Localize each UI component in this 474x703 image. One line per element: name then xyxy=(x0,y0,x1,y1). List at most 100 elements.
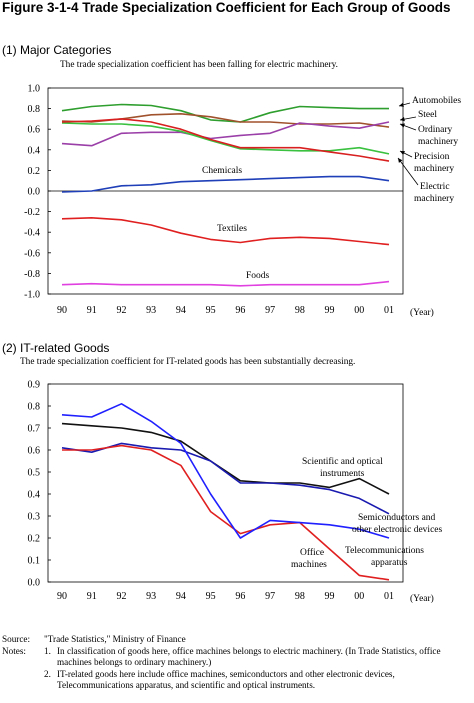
note-number: 2. xyxy=(44,668,51,679)
x-tick-label: 92 xyxy=(116,305,126,316)
series-label-electric_1: Electric xyxy=(420,182,450,192)
series-label-tele_1: Telecommunications xyxy=(345,546,424,556)
x-tick-label: 01 xyxy=(384,305,394,316)
series-line-chemicals xyxy=(61,175,390,193)
x-tick-label: 96 xyxy=(235,305,245,316)
x-axis-unit-label: (Year) xyxy=(410,593,434,604)
x-tick-label: 90 xyxy=(57,591,67,602)
x-tick-label: 98 xyxy=(295,305,305,316)
series-line-automobiles xyxy=(61,103,389,123)
series-line-precision_machinery xyxy=(61,122,390,155)
label-arrowhead xyxy=(400,151,405,155)
series-line-electric_machinery xyxy=(61,118,390,162)
series-line-semiconductors xyxy=(61,442,390,515)
chart2-it-goods: 0.9 0.8 0.7 0.6 0.5 0.4 0.3 0.2 0.1 0.0 90 91 92 93 94… xyxy=(28,380,443,605)
x-tick-label: 91 xyxy=(87,305,97,316)
note-2: 2. IT-related goods here include office … xyxy=(44,669,472,692)
series-line-scientific_optical xyxy=(61,422,390,495)
footer: Source: "Trade Statistics," Ministry of … xyxy=(2,634,472,692)
series-label-semi_2: other electronic devices xyxy=(352,525,443,535)
series-label-tele_2: apparatus xyxy=(371,558,408,568)
note-number: 1. xyxy=(44,645,51,656)
y-tick-label: -0.6 xyxy=(24,248,40,259)
y-tick-label: -0.2 xyxy=(24,207,40,218)
figure-title: Figure 3-1-4 Trade Specialization Coeffi… xyxy=(2,0,451,15)
x-tick-label: 93 xyxy=(146,305,156,316)
x-tick-label: 94 xyxy=(176,305,186,316)
y-tick-label: 1.0 xyxy=(28,84,41,95)
series-line-telecom xyxy=(62,444,390,581)
series-label-automobiles: Automobiles xyxy=(412,96,461,106)
plot-frame xyxy=(47,383,404,583)
note-text: IT-related goods here include office mac… xyxy=(57,668,395,691)
label-leader-arrow xyxy=(397,157,419,186)
y-tick-label: 0.3 xyxy=(28,512,41,523)
notes-label: Notes: xyxy=(2,645,26,656)
x-tick-label: 93 xyxy=(146,591,156,602)
x-tick-label: 95 xyxy=(206,305,216,316)
chart2-subtitle: The trade specialization coefficient for… xyxy=(20,357,356,367)
chart2-title: (2) IT-related Goods xyxy=(2,341,110,355)
y-tick-label: 0.0 xyxy=(28,578,41,589)
chart1-subtitle: The trade specialization coefficient has… xyxy=(60,60,338,70)
x-tick-label: 99 xyxy=(325,305,335,316)
y-tick-label: 0.8 xyxy=(28,402,41,413)
series-label-precision_2: machinery xyxy=(414,164,454,174)
x-tick-label: 96 xyxy=(235,591,245,602)
note-text: In classification of goods here, office … xyxy=(57,645,441,668)
y-tick-label: -1.0 xyxy=(24,290,40,301)
y-tick-label: 0.4 xyxy=(28,490,41,501)
series-label-ordinary_1: Ordinary xyxy=(418,125,453,135)
y-tick-label: 0.2 xyxy=(28,534,41,545)
series-label-sci_1: Scientific and optical xyxy=(302,456,383,467)
y-tick-label: 0.1 xyxy=(28,556,41,567)
series-line-textiles xyxy=(61,217,390,246)
x-tick-label: 91 xyxy=(87,591,97,602)
series-line-office_machines xyxy=(61,402,390,539)
series-label-chemicals: Chemicals xyxy=(202,166,242,176)
note-1: 1. In classification of goods here, offi… xyxy=(44,646,472,669)
y-tick-label: 0.6 xyxy=(28,446,41,457)
x-tick-label: 97 xyxy=(265,591,275,602)
x-tick-label: 95 xyxy=(206,591,216,602)
series-label-foods: Foods xyxy=(246,271,270,281)
chart1-title: (1) Major Categories xyxy=(2,43,112,57)
y-tick-label: -0.4 xyxy=(24,228,40,239)
x-tick-label: 00 xyxy=(354,591,364,602)
label-arrowhead xyxy=(398,158,403,163)
series-label-semi_1: Semiconductors and xyxy=(358,513,436,523)
x-tick-label: 99 xyxy=(325,591,335,602)
x-tick-label: 97 xyxy=(265,305,275,316)
label-arrowhead xyxy=(400,123,405,128)
chart1-major-categories: 1.0 0.8 0.6 0.4 0.2 0.0 -0.2 -0.4 -0.6 -0.8 -1.0 90… xyxy=(24,84,461,319)
series-label-textiles: Textiles xyxy=(217,224,247,234)
y-tick-label: 0.5 xyxy=(28,468,41,479)
series-label-electric_2: machinery xyxy=(414,194,454,204)
y-tick-label: 0.6 xyxy=(28,125,41,136)
y-tick-label: 0.9 xyxy=(28,380,41,391)
x-tick-label: 98 xyxy=(295,591,305,602)
x-tick-label: 94 xyxy=(176,591,186,602)
y-tick-label: -0.8 xyxy=(24,269,40,280)
source-text: "Trade Statistics," Ministry of Finance xyxy=(44,634,186,644)
y-tick-label: 0.4 xyxy=(28,145,41,156)
series-label-sci_2: instruments xyxy=(320,469,365,479)
y-tick-label: 0.8 xyxy=(28,104,41,115)
y-tick-label: 0.2 xyxy=(28,166,41,177)
label-arrowhead xyxy=(399,102,404,107)
x-tick-label: 90 xyxy=(57,305,67,316)
y-tick-label: 0.0 xyxy=(28,187,41,198)
source-label: Source: xyxy=(2,634,31,644)
label-arrowhead xyxy=(400,117,405,122)
series-label-steel: Steel xyxy=(418,110,437,120)
x-tick-label: 92 xyxy=(116,591,126,602)
series-label-precision_1: Precision xyxy=(414,152,450,162)
series-label-office_1: Office xyxy=(300,547,324,558)
x-tick-label: 01 xyxy=(384,591,394,602)
x-tick-label: 00 xyxy=(354,305,364,316)
y-tick-label: 0.7 xyxy=(28,424,41,435)
series-line-foods xyxy=(61,280,390,287)
series-label-ordinary_2: machinery xyxy=(418,137,458,147)
series-line-ordinary_machinery xyxy=(61,121,390,147)
x-axis-unit-label: (Year) xyxy=(410,307,434,318)
